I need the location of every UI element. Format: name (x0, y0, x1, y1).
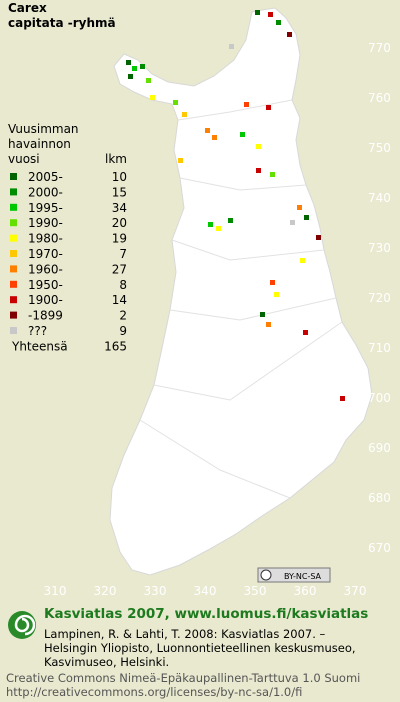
legend-swatch (10, 296, 17, 304)
legend-label: 2000- (28, 185, 63, 199)
legend-count: 2 (119, 309, 127, 323)
legend-label: 1900- (28, 293, 63, 307)
legend-label: ??? (28, 324, 47, 338)
legend-count: 15 (112, 185, 127, 199)
legend-heading: vuosi (8, 152, 40, 166)
legend-count: 7 (119, 247, 127, 261)
x-grid-label: 340 (194, 584, 217, 598)
legend-label: 1950- (28, 278, 63, 292)
y-grid-label: 680 (368, 491, 391, 505)
x-grid-label: 310 (44, 584, 67, 598)
y-grid-label: 700 (368, 391, 391, 405)
title-line: capitata -ryhmä (8, 16, 116, 30)
y-grid-label: 670 (368, 541, 391, 555)
legend-count: 9 (119, 324, 127, 338)
total-count: 165 (104, 339, 127, 353)
legend-heading: havainnon (8, 137, 71, 151)
citation: Kasvimuseo, Helsinki. (44, 655, 169, 669)
observation-squares (126, 10, 345, 401)
x-grid-label: 330 (144, 584, 167, 598)
license-text: http://creativecommons.org/licenses/by-n… (6, 685, 302, 699)
legend-count: 19 (112, 232, 127, 246)
legend-label: 1960- (28, 262, 63, 276)
legend-count: 34 (112, 201, 127, 215)
license-badge: BY-NC-SA (257, 567, 331, 583)
y-grid-label: 730 (368, 241, 391, 255)
legend-count: 20 (112, 216, 127, 230)
x-grid-label: 350 (244, 584, 267, 598)
y-grid-label: 740 (368, 191, 391, 205)
y-grid-label: 750 (368, 141, 391, 155)
y-grid-label: 690 (368, 441, 391, 455)
citation: Helsingin Yliopisto, Luonnontieteellinen… (44, 641, 356, 655)
legend-swatch (10, 327, 17, 334)
region-borders (139, 99, 343, 499)
legend-swatch (10, 234, 17, 242)
license-badge-text: BY-NC-SA (284, 572, 322, 581)
legend-count: 10 (112, 170, 127, 184)
legend-label: 1995- (28, 201, 63, 215)
legend-label: -1899 (28, 309, 63, 323)
legend-swatch (10, 265, 17, 273)
legend-heading: Vuusimman (8, 122, 79, 136)
legend-label: 2005- (28, 170, 63, 184)
y-grid-label: 710 (368, 341, 391, 355)
country-outline (109, 7, 373, 576)
legend-label: 1980- (28, 232, 63, 246)
legend-count: 14 (112, 293, 127, 307)
x-grid-label: 370 (344, 584, 367, 598)
legend-swatch (10, 280, 17, 288)
legend-swatch (10, 311, 17, 319)
citation: Lampinen, R. & Lahti, T. 2008: Kasviatla… (44, 627, 326, 641)
brand: Kasviatlas 2007, www.luomus.fi/kasviatla… (44, 606, 368, 622)
legend-count-heading: lkm (105, 152, 127, 166)
logo (8, 611, 36, 639)
y-grid-label: 760 (368, 91, 391, 105)
y-grid-label: 720 (368, 291, 391, 305)
total-label: Yhteensä (11, 339, 68, 353)
legend-label: 1990- (28, 216, 63, 230)
legend-count: 27 (112, 262, 127, 276)
legend-swatch (10, 203, 17, 211)
legend-label: 1970- (28, 247, 63, 261)
legend-swatch (10, 219, 17, 227)
title-line: Carex (8, 1, 47, 15)
license-text: Creative Commons Nimeä-Epäkaupallinen-Ta… (6, 671, 360, 685)
x-grid-label: 320 (94, 584, 117, 598)
legend-swatch (10, 250, 17, 257)
x-grid-label: 360 (294, 584, 317, 598)
legend-swatch (10, 173, 17, 180)
legend-swatch (10, 188, 17, 196)
y-grid-label: 770 (368, 41, 391, 55)
legend-count: 8 (119, 278, 127, 292)
